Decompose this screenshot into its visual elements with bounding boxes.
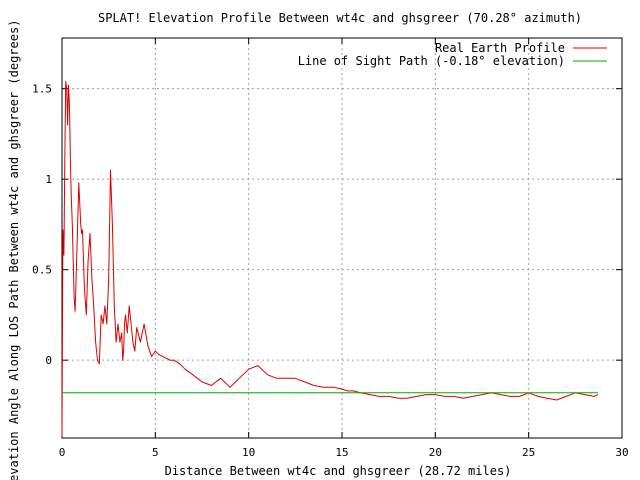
x-tick-label: 20 <box>429 446 442 459</box>
y-axis-label: Elevation Angle Along LOS Path Between w… <box>7 20 21 480</box>
x-tick-label: 30 <box>615 446 628 459</box>
grid-lines <box>62 38 622 438</box>
x-tick-label: 10 <box>242 446 255 459</box>
legend-label-line-of-sight: Line of Sight Path (-0.18° elevation) <box>298 54 565 68</box>
y-tick-label: 1.5 <box>32 83 52 96</box>
y-tick-label: 1 <box>45 173 52 186</box>
x-tick-label: 25 <box>522 446 535 459</box>
y-tick-label: 0.5 <box>32 264 52 277</box>
chart-title: SPLAT! Elevation Profile Between wt4c an… <box>98 11 582 25</box>
series-line-real-earth-profile <box>61 80 599 437</box>
x-tick-label: 0 <box>59 446 66 459</box>
axis-ticks: 0 5 10 15 20 25 30 0 0.5 1 1.5 <box>32 38 629 459</box>
x-tick-label: 5 <box>152 446 159 459</box>
legend: Real Earth Profile Line of Sight Path (-… <box>298 41 607 68</box>
series-lines <box>61 80 599 437</box>
y-tick-label: 0 <box>45 354 52 367</box>
legend-label-real-earth: Real Earth Profile <box>435 41 565 55</box>
x-tick-label: 15 <box>335 446 348 459</box>
x-axis-label: Distance Between wt4c and ghsgreer (28.7… <box>165 464 512 478</box>
